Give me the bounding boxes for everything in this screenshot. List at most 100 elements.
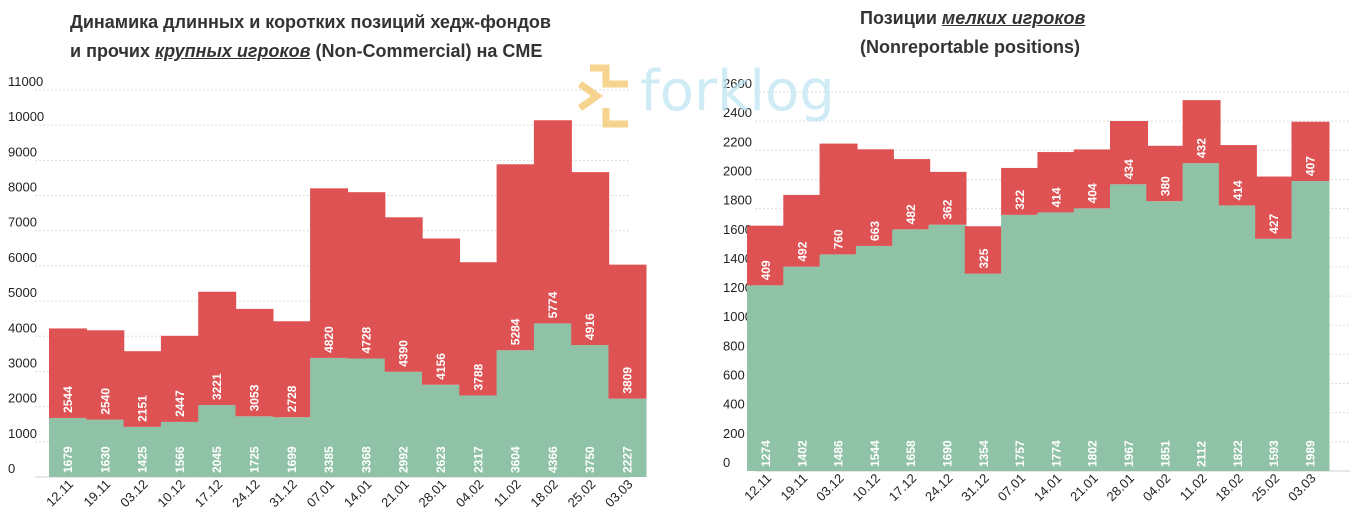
bar-short-label: 325: [977, 248, 991, 268]
bar-long-label: 3604: [509, 446, 523, 473]
bar-long-label: 2227: [621, 446, 635, 473]
bar-long: [1110, 184, 1148, 472]
bar-long: [49, 417, 87, 477]
bar-short: [384, 217, 423, 372]
bar-short: [855, 149, 894, 246]
bar-long-label: 1967: [1122, 440, 1136, 467]
bar-short: [1073, 149, 1112, 209]
bar-short: [496, 164, 535, 351]
bar-short-label: 2447: [173, 390, 187, 417]
bar-long: [1037, 212, 1076, 471]
x-tick-label: 19.11: [777, 471, 810, 504]
bar-short-label: 2151: [136, 395, 150, 422]
y-tick-label: 600: [723, 368, 745, 383]
bar-long-label: 1658: [904, 440, 918, 467]
bar-short-label: 5284: [509, 318, 523, 345]
bar-long-label: 1425: [136, 446, 150, 473]
bar-long: [747, 285, 785, 471]
bar-short: [310, 188, 349, 358]
bar-short-label: 404: [1086, 183, 1100, 203]
bar-short-label: 4728: [359, 326, 373, 353]
bar-short: [422, 238, 460, 385]
bar-long: [1182, 163, 1221, 472]
bar-short-label: 414: [1231, 180, 1245, 200]
bar-short-label: 3788: [471, 363, 485, 390]
bar-short-label: 3221: [210, 373, 224, 400]
bar-long: [86, 419, 125, 477]
bar-short: [783, 194, 822, 267]
bar-short-label: 432: [1195, 138, 1209, 158]
y-tick-label: 0: [8, 461, 15, 476]
x-tick-label: 10.12: [849, 471, 883, 505]
bar-long-label: 1802: [1086, 440, 1100, 467]
bar-long: [819, 254, 858, 471]
bar-short-label: 2728: [285, 385, 299, 412]
chart-1-title-line2-post: (Non-Commercial) на CME: [310, 41, 543, 61]
bar-short-label: 362: [941, 199, 955, 219]
bar-long: [422, 384, 460, 477]
x-tick-label: 28.01: [1104, 471, 1138, 505]
bar-short-label: 2544: [61, 386, 75, 413]
bar-short: [123, 351, 162, 427]
chart-2-title-line2: (Nonreportable positions): [860, 37, 1080, 57]
bar-short: [608, 264, 647, 399]
bar-long: [198, 405, 237, 477]
bar-short: [347, 192, 386, 359]
chart-1-title-line2-pre: и прочих: [70, 41, 156, 61]
bar-short: [1146, 145, 1185, 202]
chart-2-title-line1-emphasis: мелких игроков: [941, 8, 1086, 28]
y-tick-label: 5000: [8, 285, 37, 300]
bar-short: [1001, 167, 1040, 215]
bar-short: [747, 225, 785, 286]
bar-short-label: 380: [1158, 176, 1172, 196]
chart-2-title: Позиции мелких игроков (Nonreportable po…: [860, 4, 1085, 62]
y-tick-label: 2200: [723, 134, 752, 149]
y-tick-label: 7000: [8, 215, 37, 230]
bar-short: [198, 291, 237, 406]
bar-long: [1001, 214, 1040, 471]
bar-long: [855, 245, 894, 471]
bar-short-label: 4390: [397, 340, 411, 367]
bar-short-label: 414: [1049, 187, 1063, 207]
bar-short-label: 663: [868, 221, 882, 241]
bar-long: [1073, 208, 1112, 471]
bar-short: [928, 171, 967, 225]
bar-short-label: 434: [1122, 159, 1136, 179]
bar-short-label: 4156: [434, 353, 448, 380]
bar-short: [571, 172, 610, 346]
bar-long: [1218, 205, 1257, 472]
y-tick-label: 2400: [723, 105, 752, 120]
bar-long: [160, 421, 199, 477]
bar-long-label: 1757: [1013, 440, 1027, 467]
bar-short: [1218, 145, 1257, 206]
bar-long-label: 1822: [1231, 440, 1245, 467]
y-tick-label: 4000: [8, 320, 37, 335]
bar-long: [347, 358, 386, 477]
y-tick-label: 200: [723, 426, 745, 441]
bar-long-label: 2112: [1195, 441, 1209, 467]
bar-short: [235, 308, 274, 417]
y-tick-label: 1800: [723, 193, 752, 208]
bar-long: [310, 357, 349, 477]
y-tick-label: 1000: [8, 426, 37, 441]
bar-short-label: 322: [1013, 190, 1027, 210]
bar-short-label: 5774: [546, 291, 560, 318]
bar-long-label: 1699: [285, 446, 299, 473]
x-tick-label: 03.03: [1285, 471, 1319, 505]
bar-long-label: 1630: [98, 446, 112, 473]
y-tick-label: 800: [723, 338, 745, 353]
y-tick-label: 1400: [723, 251, 752, 266]
bar-long-label: 1679: [61, 446, 75, 473]
bar-long-label: 3385: [322, 446, 336, 473]
y-tick-label: 2000: [723, 163, 752, 178]
y-tick-label: 11000: [8, 74, 43, 89]
bar-short: [86, 330, 125, 420]
bar-long: [496, 350, 535, 477]
x-tick-label: 17.12: [886, 471, 920, 505]
bar-short: [160, 335, 199, 422]
bar-short-label: 3053: [248, 384, 262, 411]
y-tick-label: 0: [723, 455, 730, 470]
bar-long-label: 1402: [795, 440, 809, 467]
